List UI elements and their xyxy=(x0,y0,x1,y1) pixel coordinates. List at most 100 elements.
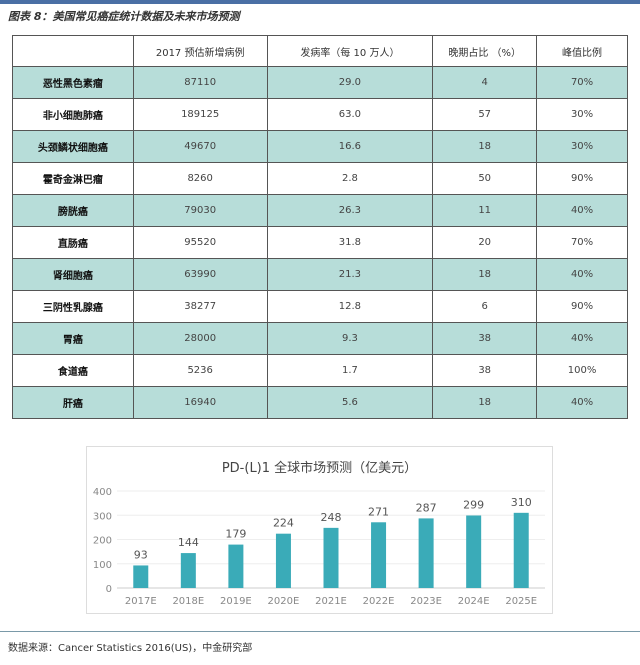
table-cell: 90% xyxy=(536,290,628,323)
cancer-stats-table: 2017 预估新增病例 发病率（每 10 万人） 晚期占比 （%） 峰值比例 恶性黑色… xyxy=(12,35,628,419)
table-row: 胃癌 28000 9.3 38 40% xyxy=(12,322,628,355)
table-cell: 18 xyxy=(432,386,538,419)
cancer-name: 肝癌 xyxy=(12,386,134,419)
bar xyxy=(418,518,434,588)
x-tick-label: 2018E xyxy=(172,596,204,607)
x-tick-label: 2022E xyxy=(363,596,395,607)
x-tick-label: 2019E xyxy=(220,596,252,607)
data-label: 299 xyxy=(463,498,484,511)
bar xyxy=(228,544,244,588)
table-cell: 38277 xyxy=(132,290,268,323)
cancer-name: 食道癌 xyxy=(12,354,134,387)
column-header: 2017 预估新增病例 xyxy=(132,35,268,67)
table-cell: 28000 xyxy=(132,322,268,355)
data-label: 287 xyxy=(416,501,437,514)
table-cell: 63990 xyxy=(132,258,268,291)
table-row: 头颈鳞状细胞癌 49670 16.6 18 30% xyxy=(12,130,628,163)
x-tick-label: 2025E xyxy=(505,596,537,607)
bar xyxy=(275,533,291,588)
table-cell: 16940 xyxy=(132,386,268,419)
divider xyxy=(0,631,640,632)
bar xyxy=(466,515,482,588)
data-label: 224 xyxy=(273,517,294,530)
table-cell: 30% xyxy=(536,130,628,163)
source-note: 数据来源：Cancer Statistics 2016(US)，中金研究部 xyxy=(8,643,253,654)
data-label: 310 xyxy=(511,496,532,509)
x-tick-label: 2024E xyxy=(458,596,490,607)
market-forecast-chart: PD-(L)1 全球市场预测（亿美元） 0 100 200 300 400 93 2017E… xyxy=(86,446,553,614)
cancer-name: 非小细胞肺癌 xyxy=(12,98,134,131)
table-cell: 40% xyxy=(536,258,628,291)
table-row: 三阴性乳腺癌 38277 12.8 6 90% xyxy=(12,290,628,323)
cancer-name: 膀胱癌 xyxy=(12,194,134,227)
table-cell: 11 xyxy=(432,194,538,227)
table-cell: 38 xyxy=(432,322,538,355)
bar xyxy=(371,522,387,588)
table-row: 直肠癌 95520 31.8 20 70% xyxy=(12,226,628,259)
table-cell: 87110 xyxy=(132,66,268,99)
table-row: 膀胱癌 79030 26.3 11 40% xyxy=(12,194,628,227)
table-cell: 16.6 xyxy=(266,130,434,163)
table-cell: 189125 xyxy=(132,98,268,131)
y-tick-label: 300 xyxy=(93,511,112,522)
cancer-name: 三阴性乳腺癌 xyxy=(12,290,134,323)
cancer-name: 胃癌 xyxy=(12,322,134,355)
table-cell: 5236 xyxy=(132,354,268,387)
y-tick-label: 0 xyxy=(106,584,112,595)
table-cell: 26.3 xyxy=(266,194,434,227)
table-cell: 40% xyxy=(536,322,628,355)
table-cell: 100% xyxy=(536,354,628,387)
bar xyxy=(180,553,196,588)
table-row: 恶性黑色素瘤 87110 29.0 4 70% xyxy=(12,66,628,99)
data-label: 144 xyxy=(178,536,199,549)
table-row: 霍奇金淋巴瘤 8260 2.8 50 90% xyxy=(12,162,628,195)
table-cell: 30% xyxy=(536,98,628,131)
chart-title: PD-(L)1 全球市场预测（亿美元） xyxy=(221,461,418,476)
table-cell: 21.3 xyxy=(266,258,434,291)
x-tick-label: 2023E xyxy=(410,596,442,607)
column-header xyxy=(12,35,134,67)
table-cell: 50 xyxy=(432,162,538,195)
data-label: 179 xyxy=(225,528,246,541)
table-cell: 40% xyxy=(536,194,628,227)
bar xyxy=(323,527,339,588)
x-tick-label: 2020E xyxy=(268,596,300,607)
bar xyxy=(513,512,529,588)
table-cell: 1.7 xyxy=(266,354,434,387)
table-cell: 9.3 xyxy=(266,322,434,355)
table-cell: 40% xyxy=(536,386,628,419)
x-tick-label: 2021E xyxy=(315,596,347,607)
y-tick-label: 200 xyxy=(93,536,112,547)
table-cell: 20 xyxy=(432,226,538,259)
cancer-name: 恶性黑色素瘤 xyxy=(12,66,134,99)
cancer-name: 直肠癌 xyxy=(12,226,134,259)
data-label: 248 xyxy=(321,511,342,524)
table-cell: 6 xyxy=(432,290,538,323)
table-header: 2017 预估新增病例 发病率（每 10 万人） 晚期占比 （%） 峰值比例 xyxy=(12,35,628,67)
bar xyxy=(133,565,149,588)
table-cell: 12.8 xyxy=(266,290,434,323)
table-cell: 95520 xyxy=(132,226,268,259)
table-cell: 90% xyxy=(536,162,628,195)
table-cell: 57 xyxy=(432,98,538,131)
column-header: 峰值比例 xyxy=(536,35,628,67)
cancer-name: 霍奇金淋巴瘤 xyxy=(12,162,134,195)
chart-plot: 0 100 200 300 400 93 2017E 144 2018E 179 2019E 224 2… xyxy=(93,487,545,607)
cancer-name: 肾细胞癌 xyxy=(12,258,134,291)
table-cell: 29.0 xyxy=(266,66,434,99)
y-tick-label: 400 xyxy=(93,487,112,498)
figure-caption: 图表 8：美国常见癌症统计数据及未来市场预测 xyxy=(8,10,240,23)
data-label: 93 xyxy=(134,548,148,561)
column-header: 发病率（每 10 万人） xyxy=(266,35,434,67)
cancer-name: 头颈鳞状细胞癌 xyxy=(12,130,134,163)
y-tick-label: 100 xyxy=(93,560,112,571)
table-cell: 70% xyxy=(536,226,628,259)
table-row: 食道癌 5236 1.7 38 100% xyxy=(12,354,628,387)
table-row: 肾细胞癌 63990 21.3 18 40% xyxy=(12,258,628,291)
table-cell: 18 xyxy=(432,130,538,163)
table-cell: 2.8 xyxy=(266,162,434,195)
table-cell: 38 xyxy=(432,354,538,387)
x-tick-label: 2017E xyxy=(125,596,157,607)
data-label: 271 xyxy=(368,505,389,518)
table-row: 肝癌 16940 5.6 18 40% xyxy=(12,386,628,419)
